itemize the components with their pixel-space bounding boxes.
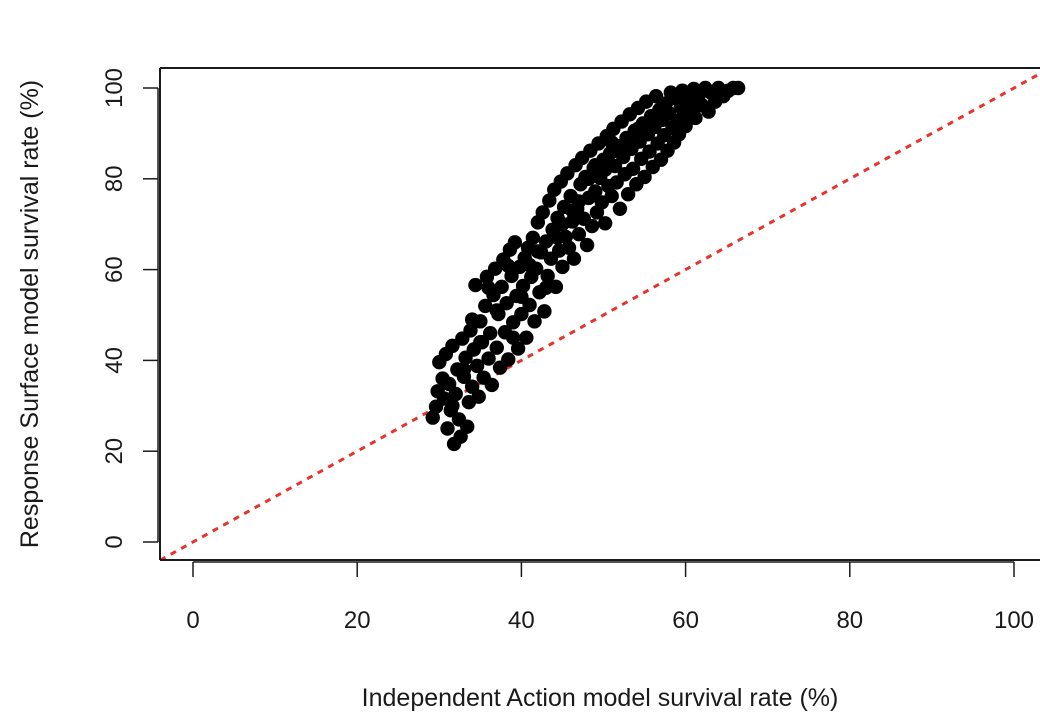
data-point (519, 330, 534, 345)
data-point (566, 251, 582, 266)
data-point (537, 304, 552, 319)
data-point (538, 234, 554, 249)
data-point (597, 216, 613, 231)
data-point (604, 135, 619, 150)
data-point (514, 289, 529, 305)
data-point (425, 410, 440, 425)
data-point (540, 268, 555, 284)
data-point (499, 295, 514, 311)
data-point (555, 259, 570, 275)
data-point (730, 80, 746, 96)
data-point (581, 171, 596, 186)
data-point (527, 314, 542, 329)
data-point (471, 389, 486, 404)
x-tick-label: 40 (508, 607, 535, 634)
y-tick-label: 40 (101, 347, 128, 374)
data-point (473, 335, 488, 350)
data-point (604, 188, 619, 204)
data-point (483, 325, 498, 341)
data-point (445, 338, 460, 354)
data-point (481, 351, 496, 366)
data-point (571, 226, 587, 242)
data-point (484, 377, 500, 393)
data-point (538, 280, 554, 295)
data-point (468, 277, 483, 293)
x-tick-label: 80 (836, 607, 863, 634)
data-point (464, 312, 480, 327)
data-point (579, 237, 595, 253)
data-point (507, 235, 523, 250)
data-point (542, 193, 557, 208)
x-tick-label: 60 (672, 607, 699, 634)
data-point (530, 244, 546, 259)
data-point (525, 230, 541, 246)
data-point (501, 352, 516, 367)
data-point (535, 205, 550, 220)
x-tick-label: 100 (994, 607, 1034, 634)
data-point (620, 187, 636, 202)
x-tick-label: 20 (344, 607, 371, 634)
data-point (510, 341, 526, 356)
data-point (584, 218, 600, 234)
data-point (648, 88, 664, 104)
data-point (522, 257, 537, 273)
data-point (625, 161, 641, 177)
x-tick-label: 0 (186, 607, 199, 634)
data-point (501, 258, 516, 274)
data-point (489, 303, 504, 318)
data-point (481, 280, 496, 295)
y-tick-label: 100 (101, 68, 128, 108)
data-point (448, 386, 463, 402)
identity-reference-line (160, 71, 1040, 560)
data-point (550, 230, 565, 246)
data-point (489, 340, 504, 355)
data-point (561, 240, 577, 256)
data-point (571, 194, 587, 209)
data-point (612, 201, 628, 216)
data-point (440, 421, 455, 436)
data-point (678, 118, 693, 134)
data-point (616, 144, 631, 159)
x-axis-title: Independent Action model survival rate (… (362, 684, 839, 712)
data-point (555, 217, 570, 232)
data-point (445, 398, 460, 413)
data-point (460, 419, 475, 434)
data-point (588, 157, 603, 173)
data-point (478, 298, 493, 314)
y-axis-title: Response Surface model survival rate (%) (16, 80, 44, 548)
data-point (688, 110, 703, 126)
data-point (505, 330, 521, 345)
data-point (637, 169, 652, 185)
data-point (494, 279, 509, 295)
y-tick-label: 80 (101, 165, 128, 192)
data-point (456, 362, 472, 377)
y-tick-label: 20 (101, 438, 128, 465)
y-tick-label: 60 (101, 256, 128, 283)
data-point (588, 184, 603, 199)
y-tick-label: 0 (101, 535, 128, 548)
data-point (630, 121, 646, 137)
data-point (469, 358, 485, 374)
data-point (463, 323, 478, 338)
